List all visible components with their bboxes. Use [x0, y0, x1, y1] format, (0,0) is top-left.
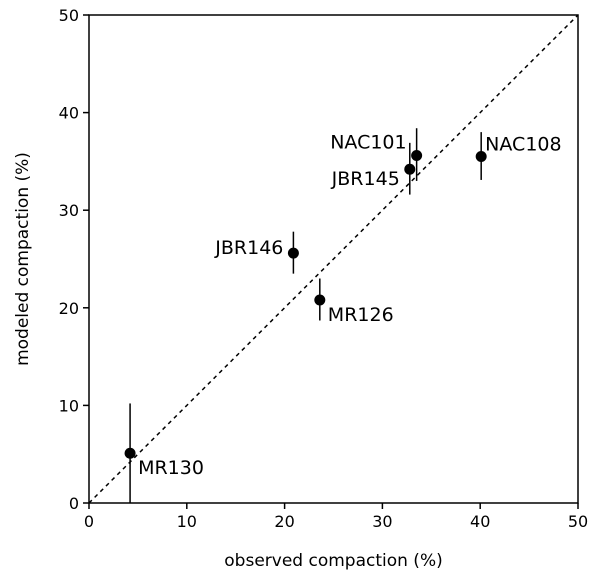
y-tick-label: 50 [59, 6, 79, 25]
data-point [475, 151, 487, 163]
y-tick-label: 0 [69, 494, 79, 513]
point-label: MR126 [328, 304, 394, 326]
data-points: NAC101 JBR145 NAC108 JBR146 MR126 MR130 [124, 128, 562, 503]
x-tick-label: 0 [84, 512, 94, 531]
point-label: JBR145 [331, 168, 400, 190]
x-axis-ticks: 0 10 20 30 40 50 [84, 503, 588, 531]
point-label: JBR146 [214, 237, 283, 259]
data-point [404, 163, 416, 175]
data-point [124, 447, 136, 459]
x-tick-label: 20 [274, 512, 294, 531]
point-label: NAC101 [330, 132, 406, 154]
data-point [314, 294, 326, 306]
x-tick-label: 10 [177, 512, 197, 531]
data-point [411, 150, 423, 162]
y-axis-label: modeled compaction (%) [13, 152, 33, 366]
point-label: NAC108 [485, 134, 561, 156]
x-axis-label: observed compaction (%) [224, 551, 442, 571]
point-label: MR130 [138, 457, 204, 479]
x-tick-label: 50 [568, 512, 588, 531]
plot-frame [88, 14, 579, 504]
x-tick-label: 30 [372, 512, 392, 531]
y-tick-label: 10 [59, 396, 79, 415]
reference-diagonal-line [88, 14, 579, 504]
data-point [287, 247, 299, 259]
y-tick-label: 30 [59, 201, 79, 220]
y-tick-label: 40 [59, 104, 79, 123]
y-tick-label: 20 [59, 299, 79, 318]
y-axis-ticks: 0 10 20 30 40 50 [59, 6, 89, 513]
x-tick-label: 40 [470, 512, 490, 531]
